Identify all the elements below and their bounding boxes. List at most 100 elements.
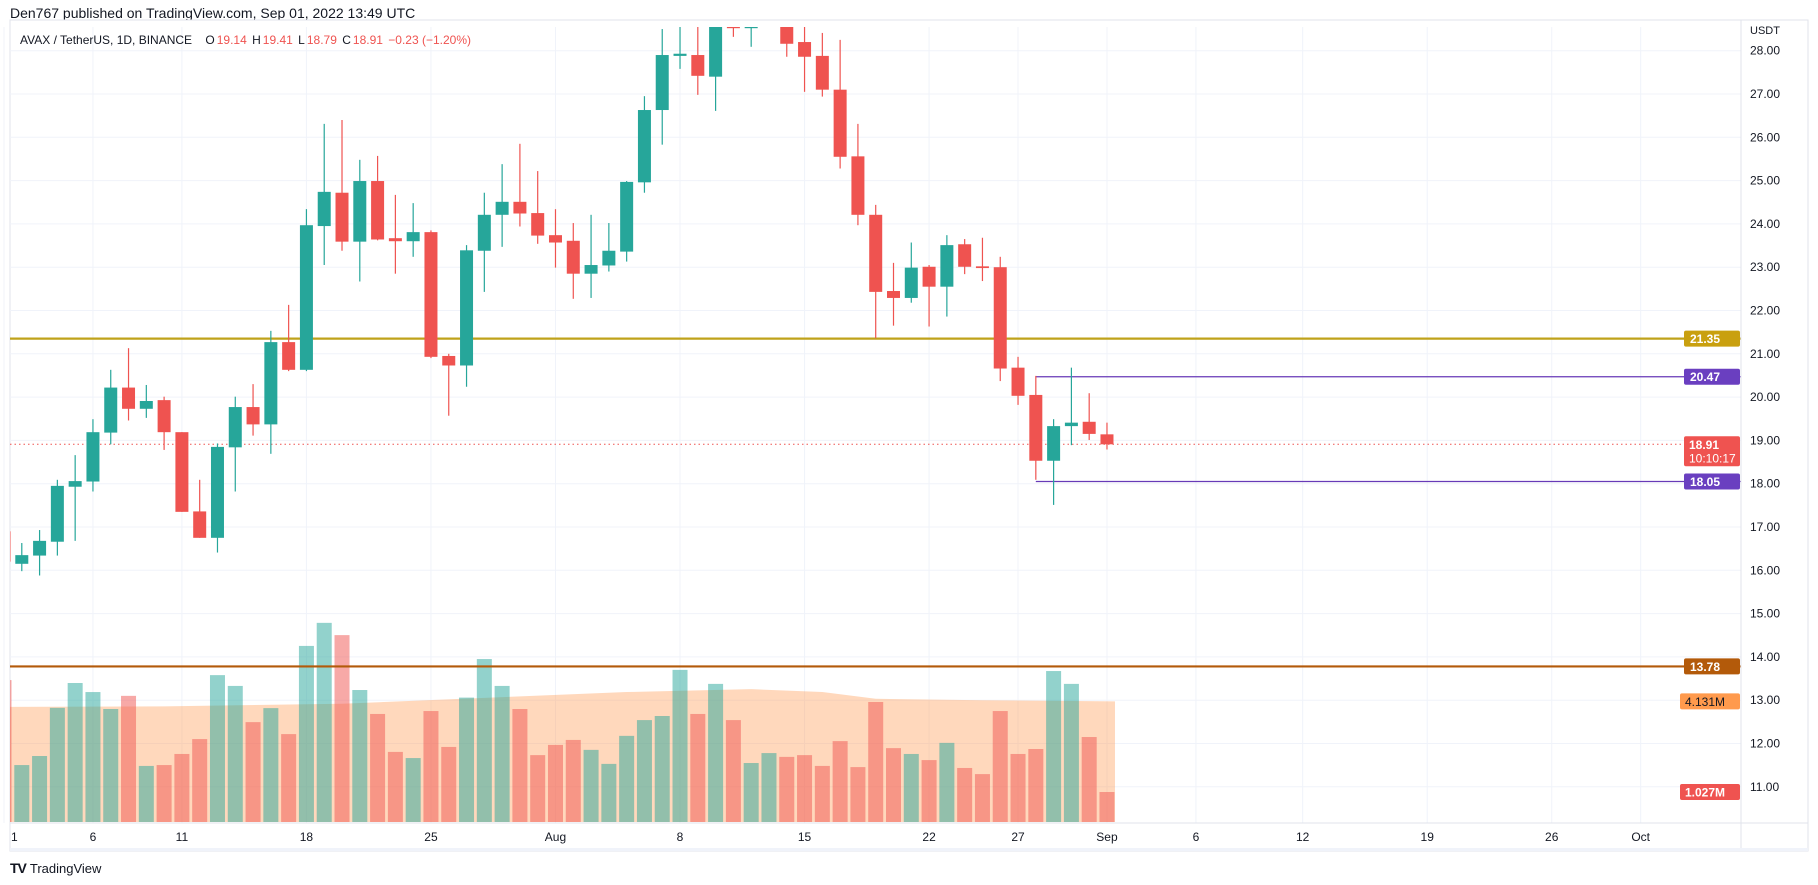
volume-bar (85, 692, 101, 822)
candle-body (637, 110, 651, 183)
candle-body (975, 266, 989, 269)
volume-bar (423, 711, 439, 822)
candle-body (1029, 394, 1043, 461)
volume-bar (1081, 737, 1097, 822)
volume-bar (672, 669, 688, 822)
volume-bar (405, 758, 421, 822)
time-tick-label: 27 (1011, 830, 1025, 844)
high-label: H (252, 33, 261, 47)
candle-body (193, 511, 207, 538)
volume-bar (103, 708, 119, 822)
close-value: 18.91 (352, 33, 383, 47)
candle-body (33, 540, 47, 556)
price-tick-label: 26.00 (1750, 130, 1780, 144)
time-tick-label: 8 (677, 830, 684, 844)
candle-body (335, 192, 349, 242)
candle-body (175, 432, 189, 512)
volume-bar (298, 645, 314, 822)
symbol-name: AVAX / TetherUS, 1D, BINANCE (20, 33, 193, 47)
time-tick-label: 22 (922, 830, 936, 844)
level-tag-text: 18.05 (1690, 475, 1720, 489)
time-tick-label: Sep (1096, 830, 1118, 844)
candle-body (869, 214, 883, 292)
volume-bar (619, 735, 635, 822)
last-price-tag (1684, 436, 1740, 467)
volume-bar (850, 767, 866, 822)
volume-bar (227, 685, 243, 822)
tradingview-watermark[interactable]: TV TradingView (10, 860, 101, 876)
candle-body (851, 156, 865, 215)
price-tick-label: 22.00 (1750, 304, 1780, 318)
volume-bar (476, 659, 492, 822)
watermark-text: TradingView (29, 860, 102, 876)
candle-body (10, 531, 11, 562)
volume-bar (32, 756, 48, 822)
candle-body (566, 240, 580, 274)
level-tag-text: 21.35 (1690, 332, 1720, 346)
candle-body (104, 387, 118, 433)
candle-body (762, 0, 775, 12)
volume-bar (832, 741, 848, 822)
time-axis-bottom (10, 848, 1808, 851)
price-tick-label: 28.00 (1750, 44, 1780, 58)
open-value: 19.14 (216, 33, 247, 47)
volume-bar (1063, 683, 1079, 822)
time-tick-label: 12 (1296, 830, 1310, 844)
volume-bar (797, 755, 813, 822)
time-tick-label: 11 (176, 830, 189, 844)
volume-bar (281, 734, 297, 822)
time-axis[interactable]: 1 6 11 18 25 Aug 8 15 22 27 Sep 6 12 19 26 Oct (11, 830, 1651, 844)
low-value: 18.79 (306, 33, 337, 47)
volume-bar (1028, 749, 1044, 822)
level-tag-text: 13.78 (1690, 660, 1720, 674)
price-axis[interactable]: 11.00 12.00 13.00 14.00 15.00 16.00 17.00 18.00… (1750, 44, 1780, 794)
candle-body (620, 181, 634, 252)
volume-bar (14, 765, 30, 822)
candle-body (495, 201, 509, 215)
price-tick-label: 18.00 (1750, 477, 1780, 491)
time-tick-label: 6 (1193, 830, 1200, 844)
candle-body (122, 387, 136, 409)
level-lines (10, 337, 1741, 668)
symbol-legend[interactable]: AVAX / TetherUS, 1D, BINANCE O 19.14 H 19.… (20, 33, 473, 47)
price-tick-label: 14.00 (1750, 650, 1780, 664)
level-tag-13.78 (1684, 658, 1740, 675)
last-volume-text: 1.027M (1685, 786, 1725, 800)
price-tick-label: 21.00 (1750, 347, 1780, 361)
candle-body (246, 407, 260, 425)
price-tick-label: 20.00 (1750, 390, 1780, 404)
volume-bar (387, 751, 403, 822)
price-tick-label: 17.00 (1750, 520, 1780, 534)
open-label: O (205, 33, 215, 47)
volume-bar (654, 716, 670, 822)
price-tick-label: 23.00 (1750, 260, 1780, 274)
volume-bar (209, 675, 225, 822)
volume-bar (192, 739, 208, 822)
volume-bar (121, 695, 137, 822)
volume-bar (903, 753, 919, 822)
candle-body (709, 27, 723, 77)
volume-bar (725, 720, 741, 822)
candle-body (68, 481, 82, 487)
volume-bar (174, 753, 190, 822)
volume-bar (441, 746, 457, 822)
candle-body (922, 266, 936, 287)
volume-bar (992, 711, 1008, 822)
candle-body (1100, 434, 1114, 445)
volume-bar (957, 767, 973, 822)
candle-body (317, 191, 331, 227)
candle-body (833, 89, 847, 157)
volume-bar (814, 765, 830, 822)
level-tag-20.47 (1684, 368, 1740, 385)
candle-body (353, 181, 367, 242)
low-label: L (298, 33, 305, 47)
candle-body (904, 267, 918, 298)
volume-bar (334, 635, 350, 822)
high-value: 19.41 (262, 33, 293, 47)
time-tick-label: Aug (545, 830, 566, 844)
volume-bar (974, 774, 990, 822)
candle-body (673, 53, 687, 56)
time-tick-label: 25 (424, 830, 438, 844)
plot-area (10, 0, 1741, 822)
